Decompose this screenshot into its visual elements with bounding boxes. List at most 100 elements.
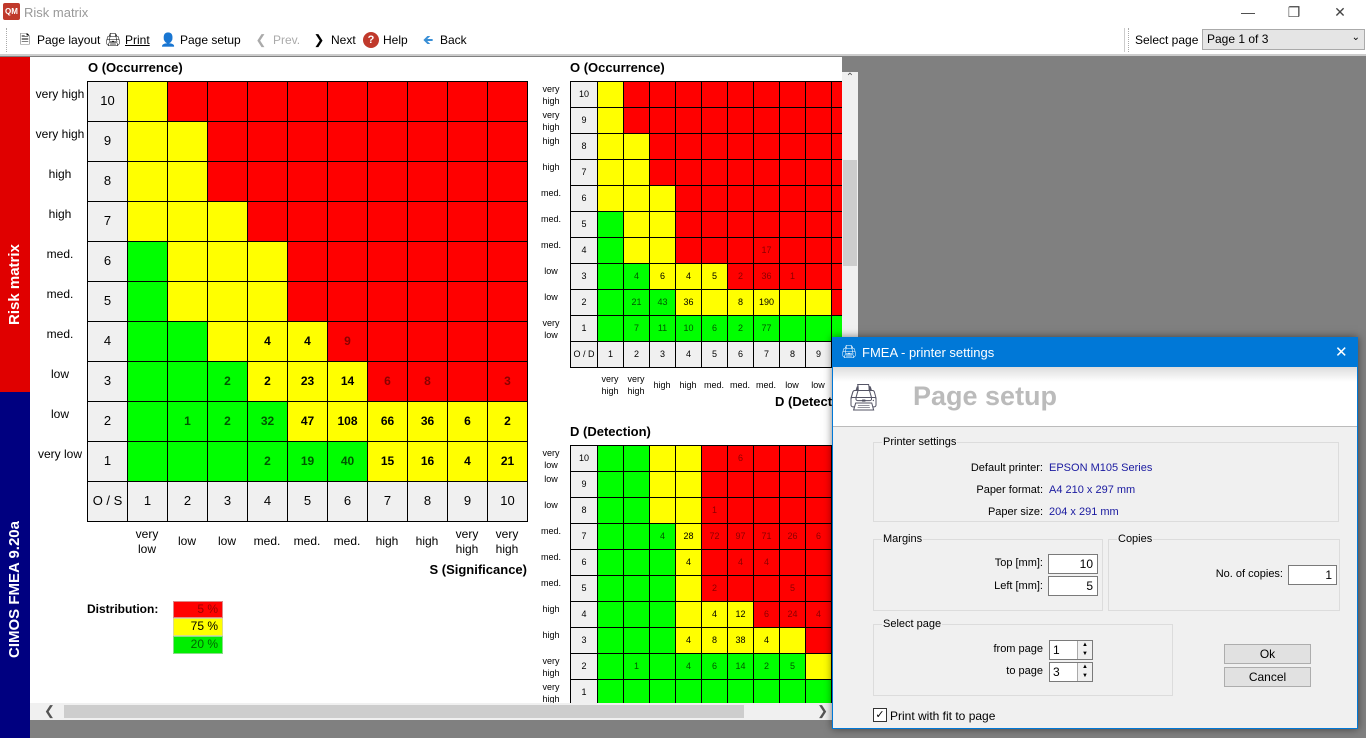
matrix-cell: [623, 211, 650, 238]
group-label: Copies: [1118, 533, 1153, 545]
matrix-cell: [597, 549, 624, 576]
matrix-cell: [287, 241, 328, 282]
margins-group: Margins: [873, 533, 1103, 611]
close-button[interactable]: ✕: [1334, 4, 1346, 20]
column-label: low: [811, 379, 825, 390]
spin-arrows-icon[interactable]: ▲ ▼: [1077, 663, 1092, 681]
back-button[interactable]: 🡸 Back: [420, 30, 467, 50]
matrix-cell: 2: [247, 441, 288, 482]
to-page-stepper[interactable]: 3 ▲ ▼: [1049, 662, 1093, 682]
toolbar-grip: [6, 28, 7, 52]
matrix-cell: 2: [487, 401, 528, 442]
row-header: 7: [87, 201, 128, 242]
d-y-title: D (Detection): [570, 424, 651, 439]
matrix-cell: [487, 121, 528, 162]
scroll-right-icon[interactable]: ❯: [817, 703, 828, 718]
copies-group: Copies: [1108, 533, 1340, 611]
matrix-cell: [207, 281, 248, 322]
arrow-left-icon: 🡸: [422, 32, 434, 47]
matrix-cell: [649, 185, 676, 212]
matrix-cell: [701, 445, 728, 472]
matrix-cell: [327, 161, 368, 202]
help-button[interactable]: ? Help: [363, 30, 408, 50]
matrix-cell: [167, 321, 208, 362]
matrix-cell: 1: [701, 497, 728, 524]
maximize-button[interactable]: ❐: [1287, 4, 1301, 20]
matrix-cell: 28: [675, 523, 702, 550]
matrix-cell: [167, 281, 208, 322]
from-page-stepper[interactable]: 1 ▲ ▼: [1049, 640, 1093, 660]
matrix-cell: [597, 445, 624, 472]
scroll-up-icon[interactable]: ⌃: [845, 72, 855, 83]
column-header: 6: [727, 341, 754, 368]
spin-arrows-icon[interactable]: ▲ ▼: [1077, 641, 1092, 659]
matrix-cell: [207, 201, 248, 242]
fit-to-page-checkbox[interactable]: ✓: [873, 708, 887, 722]
matrix-cell: [597, 601, 624, 628]
matrix-cell: [701, 549, 728, 576]
matrix-cell: [167, 441, 208, 482]
page-layout-button[interactable]: 🗎 Page layout: [17, 30, 101, 50]
main-x-title: S (Significance): [429, 562, 527, 577]
column-header: 3: [649, 341, 676, 368]
row-label: very high: [542, 84, 560, 106]
matrix-cell: [597, 263, 624, 290]
sidebar-tab-product[interactable]: CIMOS FMEA 9.20a: [0, 392, 30, 738]
column-label: very high: [455, 527, 479, 556]
matrix-cell: 5: [701, 263, 728, 290]
matrix-cell: [623, 237, 650, 264]
row-label: med.: [46, 327, 74, 341]
prev-button[interactable]: ❮ Prev.: [253, 30, 301, 50]
sidebar-tab-risk-matrix[interactable]: Risk matrix: [0, 57, 30, 392]
matrix-cell: [753, 497, 780, 524]
matrix-cell: [367, 201, 408, 242]
row-header: 9: [570, 471, 598, 498]
horizontal-scroll-thumb[interactable]: [64, 705, 744, 718]
matrix-cell: 4: [727, 549, 754, 576]
to-page-label: to page: [1006, 665, 1043, 677]
chevron-down-icon: ⌄: [1351, 32, 1360, 43]
matrix-cell: [487, 321, 528, 362]
dialog-close-button[interactable]: ✕: [1335, 344, 1348, 361]
chevron-left-icon: ❮: [255, 32, 267, 47]
copies-input[interactable]: 1: [1288, 565, 1337, 585]
matrix-cell: 6: [805, 523, 832, 550]
column-header: 1: [597, 341, 624, 368]
cancel-button[interactable]: Cancel: [1224, 667, 1311, 687]
row-header: 8: [87, 161, 128, 202]
left-margin-input[interactable]: 5: [1048, 576, 1098, 596]
minimize-button[interactable]: —: [1241, 4, 1255, 20]
matrix-cell: [597, 185, 624, 212]
select-page-dropdown[interactable]: Page 1 of 3 ⌄: [1202, 29, 1365, 50]
top-margin-label: Top [mm]:: [994, 557, 1043, 569]
matrix-cell: [779, 211, 806, 238]
matrix-cell: [805, 263, 832, 290]
matrix-cell: 97: [727, 523, 754, 550]
row-header: 10: [570, 445, 598, 472]
ok-button[interactable]: Ok: [1224, 644, 1311, 664]
od-x-title: D (Detect: [775, 394, 833, 409]
matrix-cell: [623, 471, 650, 498]
report-page: O (Occurrence) 10 very high 9 very high 8 hig…: [30, 57, 842, 703]
matrix-cell: [127, 401, 168, 442]
matrix-cell: [805, 289, 832, 316]
row-label: very high: [35, 127, 85, 141]
scroll-left-icon[interactable]: ❮: [44, 703, 55, 718]
matrix-cell: 1: [779, 263, 806, 290]
row-header: 1: [570, 679, 598, 703]
row-label: high: [542, 136, 560, 146]
matrix-cell: [447, 161, 488, 202]
matrix-cell: [753, 575, 780, 602]
matrix-cell: 24: [779, 601, 806, 628]
row-header: 10: [570, 81, 598, 108]
matrix-cell: [327, 281, 368, 322]
matrix-cell: [779, 185, 806, 212]
next-button[interactable]: ❯ Next: [311, 30, 356, 50]
print-button[interactable]: 🖨 Print: [105, 30, 150, 50]
matrix-cell: [805, 315, 832, 342]
matrix-cell: 4: [701, 601, 728, 628]
top-margin-input[interactable]: 10: [1048, 554, 1098, 574]
page-setup-button[interactable]: 👤 Page setup: [160, 30, 241, 50]
distribution-green: 20 %: [173, 636, 223, 654]
vertical-scroll-thumb[interactable]: [843, 160, 857, 266]
